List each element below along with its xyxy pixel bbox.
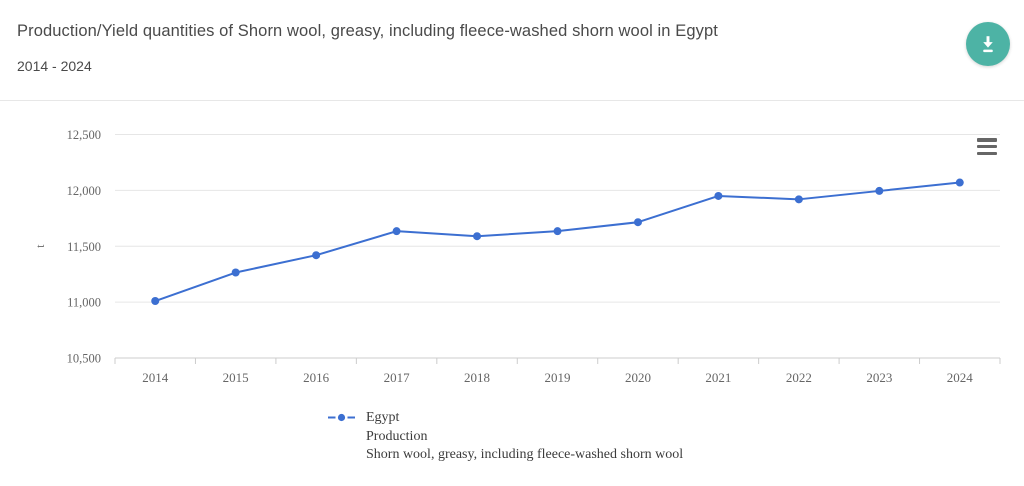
chart-context-menu-button[interactable] (977, 137, 998, 156)
legend-series-name: Egypt (366, 410, 400, 425)
x-tick-label: 2014 (142, 370, 169, 385)
series-line (154, 181, 960, 302)
data-point[interactable] (392, 227, 401, 236)
hamburger-icon-bar (977, 151, 997, 155)
hamburger-icon-bar (977, 138, 997, 142)
chart-legend[interactable]: Egypt Production Shorn wool, greasy, inc… (328, 409, 683, 465)
x-tick-label: 2024 (947, 370, 974, 385)
line-chart: 10,500 11,000 11,500 12,000 12,500 2014 2015 20… (33, 128, 1001, 385)
y-tick-label: 12,000 (67, 184, 101, 198)
data-point[interactable] (151, 297, 160, 306)
data-point[interactable] (714, 191, 723, 200)
data-point[interactable] (875, 186, 884, 195)
y-tick-label: 11,500 (67, 240, 101, 254)
chart-header: Production/Yield quantities of Shorn woo… (0, 0, 1024, 101)
download-button[interactable] (966, 22, 1010, 66)
legend-item-name: Shorn wool, greasy, including fleece-was… (366, 447, 684, 462)
data-point[interactable] (955, 178, 964, 187)
download-icon (983, 36, 993, 53)
hamburger-icon-bar (977, 144, 997, 149)
data-point[interactable] (312, 251, 321, 260)
y-tick-label: 12,500 (67, 128, 101, 142)
data-point[interactable] (553, 227, 562, 236)
x-tick-label: 2019 (545, 370, 571, 385)
data-point[interactable] (794, 195, 803, 204)
x-tick-label: 2016 (303, 370, 330, 385)
legend-line-dot-icon (328, 413, 355, 422)
x-tick-label: 2015 (223, 370, 249, 385)
chart-area: 10,500 11,000 11,500 12,000 12,500 2014 2015 20… (0, 102, 1024, 486)
year-range-subtitle: 2014 - 2024 (17, 58, 92, 74)
data-point[interactable] (633, 218, 642, 227)
x-tick-label: 2017 (384, 370, 411, 385)
legend-marker-part (337, 413, 346, 422)
legend-element-name: Production (366, 428, 428, 444)
y-axis-title: t (33, 244, 47, 248)
x-tick-label: 2020 (625, 370, 651, 385)
y-tick-label: 11,000 (67, 296, 101, 310)
data-point[interactable] (231, 268, 240, 277)
x-tick-label: 2021 (705, 370, 731, 385)
y-tick-label: 10,500 (67, 352, 101, 366)
x-tick-label: 2022 (786, 370, 812, 385)
data-point[interactable] (473, 232, 482, 241)
x-tick-label: 2018 (464, 370, 490, 385)
x-tick-label: 2023 (866, 370, 892, 385)
page-title: Production/Yield quantities of Shorn woo… (17, 22, 718, 40)
